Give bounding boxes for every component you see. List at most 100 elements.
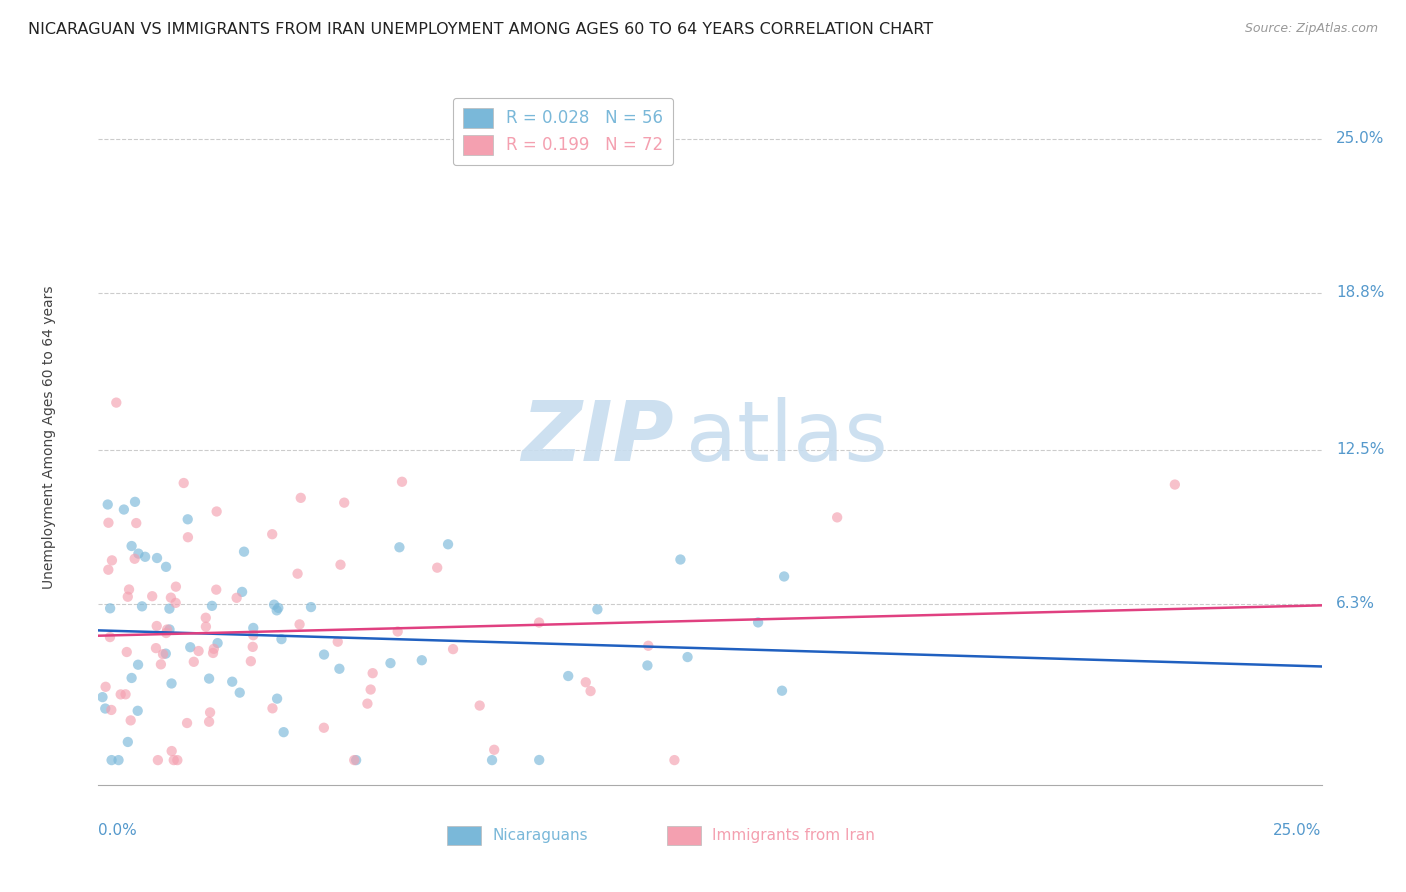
Text: Nicaraguans: Nicaraguans xyxy=(492,829,588,843)
Point xyxy=(388,541,411,555)
Point xyxy=(747,615,769,630)
Point xyxy=(205,504,228,518)
Text: 6.3%: 6.3% xyxy=(1336,596,1375,611)
Point xyxy=(165,580,187,594)
Point xyxy=(426,560,449,574)
Point xyxy=(146,551,169,566)
Point xyxy=(328,662,350,676)
Point xyxy=(124,495,146,509)
Point xyxy=(98,601,121,615)
Point xyxy=(676,650,699,665)
Point xyxy=(482,743,505,757)
Point xyxy=(411,653,433,667)
Point xyxy=(202,641,225,656)
Point xyxy=(177,530,200,544)
Point xyxy=(288,617,311,632)
Point xyxy=(173,475,195,490)
Point xyxy=(131,599,153,614)
Point xyxy=(267,600,290,615)
Point xyxy=(127,657,149,672)
Point xyxy=(225,591,247,605)
Point xyxy=(231,585,253,599)
Point xyxy=(266,691,288,706)
FancyBboxPatch shape xyxy=(447,826,481,846)
Point xyxy=(290,491,312,505)
Point xyxy=(1164,477,1187,491)
Point xyxy=(229,685,252,699)
Point xyxy=(770,683,793,698)
Point xyxy=(441,642,464,657)
Point xyxy=(202,646,225,660)
Text: 25.0%: 25.0% xyxy=(1336,131,1385,146)
Point xyxy=(165,596,187,610)
Text: Unemployment Among Ages 60 to 64 years: Unemployment Among Ages 60 to 64 years xyxy=(42,285,56,589)
Point xyxy=(333,496,356,510)
Point xyxy=(773,569,796,583)
Point xyxy=(481,753,503,767)
Point xyxy=(205,582,228,597)
Point xyxy=(242,628,264,642)
Point xyxy=(579,684,602,698)
Point xyxy=(233,544,256,558)
Point xyxy=(120,714,142,728)
Point xyxy=(266,603,288,617)
Point xyxy=(146,753,169,767)
Point xyxy=(163,753,186,767)
Point xyxy=(97,498,120,512)
Point xyxy=(312,721,335,735)
Point xyxy=(194,620,217,634)
Point xyxy=(361,666,384,681)
Point xyxy=(156,623,179,637)
Point xyxy=(134,549,156,564)
Point xyxy=(127,547,149,561)
Point xyxy=(145,619,167,633)
Point xyxy=(273,725,295,739)
Point xyxy=(387,624,409,639)
Point xyxy=(669,552,692,566)
Text: 12.5%: 12.5% xyxy=(1336,442,1385,457)
Point xyxy=(125,516,148,530)
Point xyxy=(149,657,172,672)
Point xyxy=(97,516,120,530)
Point xyxy=(94,680,117,694)
Point xyxy=(94,701,117,715)
Point xyxy=(242,640,264,654)
Point xyxy=(112,502,135,516)
Point xyxy=(527,615,550,630)
Point xyxy=(152,647,174,661)
Point xyxy=(187,644,209,658)
Point xyxy=(141,589,163,603)
Legend: R = 0.028   N = 56, R = 0.199   N = 72: R = 0.028 N = 56, R = 0.199 N = 72 xyxy=(453,97,673,165)
Point xyxy=(160,744,183,758)
Point xyxy=(242,621,264,635)
Point xyxy=(356,697,378,711)
Point xyxy=(391,475,413,489)
Point xyxy=(100,753,122,767)
Point xyxy=(166,753,188,767)
Point xyxy=(586,602,609,616)
Point xyxy=(155,647,177,661)
Point xyxy=(117,735,139,749)
Point xyxy=(343,753,366,767)
Point xyxy=(664,753,686,767)
Point xyxy=(107,753,129,767)
Point xyxy=(157,601,180,615)
Text: 18.8%: 18.8% xyxy=(1336,285,1385,301)
Point xyxy=(115,645,138,659)
Point xyxy=(329,558,352,572)
Text: NICARAGUAN VS IMMIGRANTS FROM IRAN UNEMPLOYMENT AMONG AGES 60 TO 64 YEARS CORREL: NICARAGUAN VS IMMIGRANTS FROM IRAN UNEMP… xyxy=(28,22,934,37)
Point xyxy=(637,639,659,653)
Point xyxy=(155,559,177,574)
Point xyxy=(179,640,201,655)
Point xyxy=(194,611,217,625)
Point xyxy=(127,704,149,718)
Point xyxy=(155,626,177,640)
Point xyxy=(145,641,167,656)
Point xyxy=(437,537,460,551)
Point xyxy=(468,698,491,713)
Point xyxy=(287,566,309,581)
Point xyxy=(263,598,285,612)
Point xyxy=(101,553,124,567)
Point xyxy=(636,658,658,673)
Text: atlas: atlas xyxy=(686,397,887,477)
